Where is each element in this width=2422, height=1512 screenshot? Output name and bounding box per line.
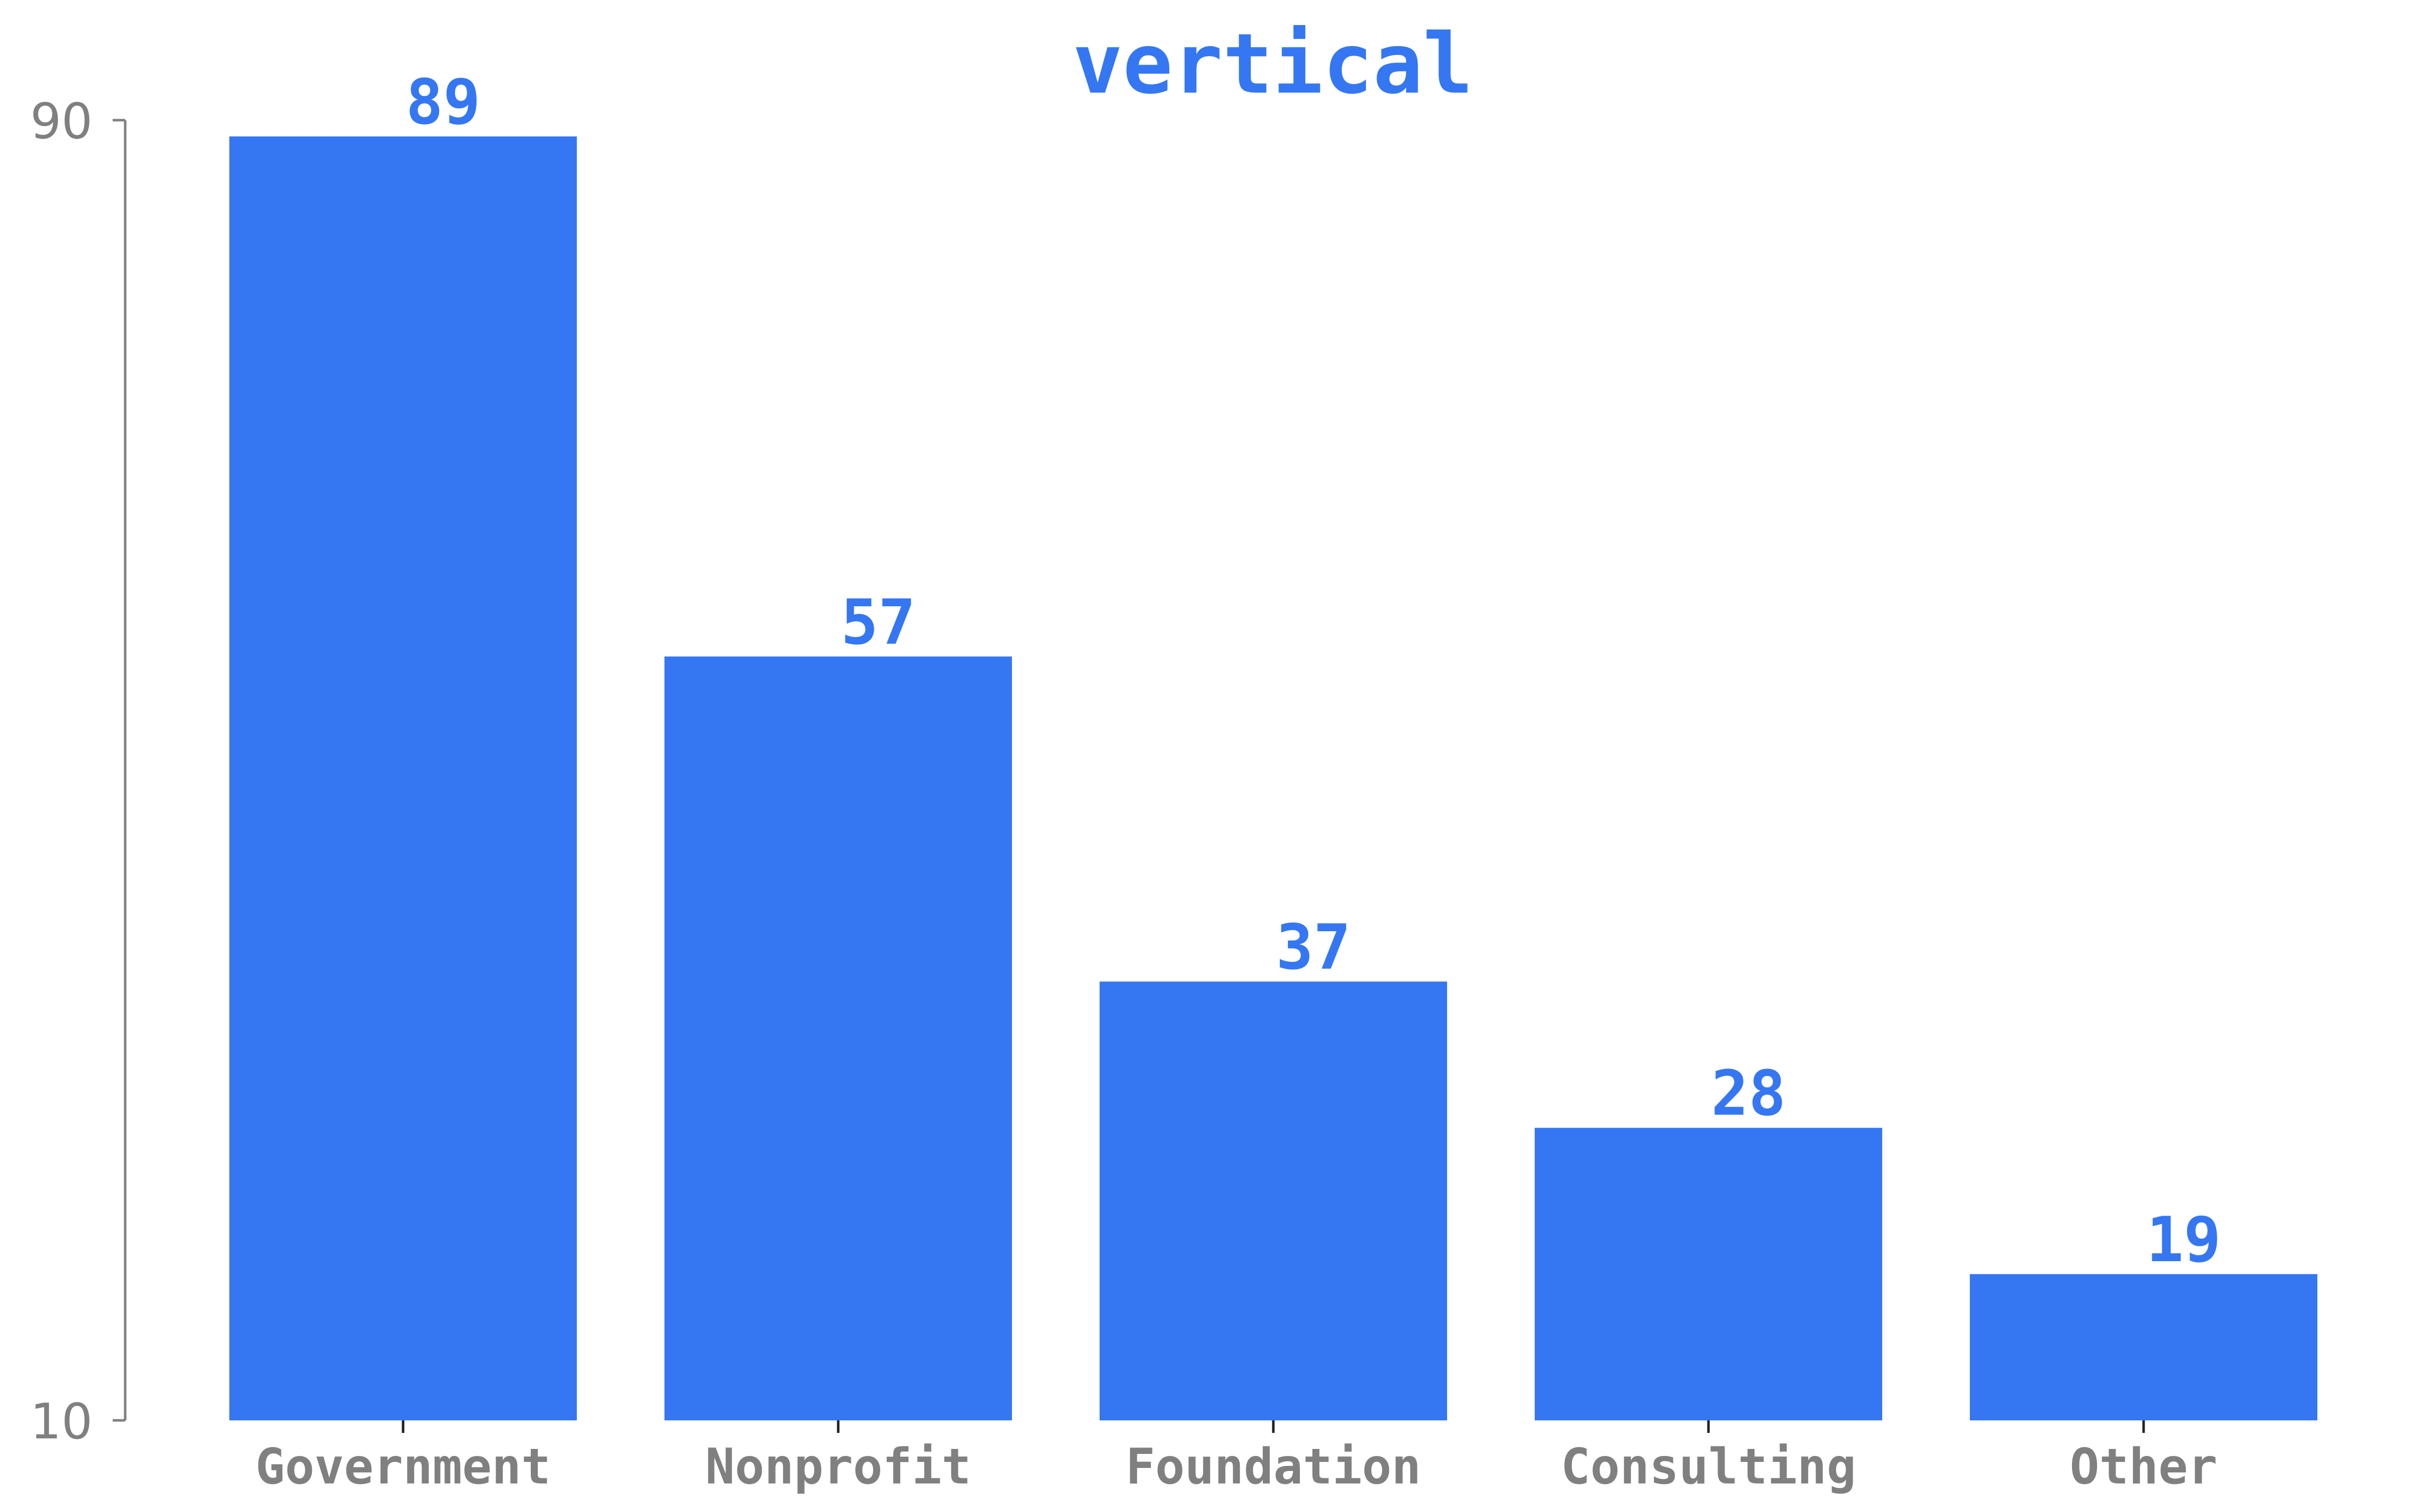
bar-nonprofit <box>664 656 1012 1420</box>
x-axis: Government Nonprofit Foundation Consulting O… <box>255 1420 2218 1495</box>
bar-consulting <box>1535 1127 1882 1420</box>
chart-title: vertical <box>1073 16 1473 113</box>
y-tick-label: 10 <box>30 1393 93 1450</box>
x-tick-label-government: Government <box>255 1438 551 1495</box>
bar-other <box>1970 1274 2317 1420</box>
x-tick-label-consulting: Consulting <box>1561 1438 1856 1495</box>
data-label-other: 19 <box>2146 1204 2221 1276</box>
x-tick-label-other: Other <box>2069 1438 2217 1495</box>
data-label-foundation: 37 <box>1276 912 1350 984</box>
bar-government <box>229 136 577 1421</box>
bars-group: 89 57 37 28 19 <box>229 66 2317 1421</box>
data-label-consulting: 28 <box>1711 1058 1786 1130</box>
data-label-government: 89 <box>406 66 480 138</box>
y-tick-label: 90 <box>30 93 93 150</box>
x-tick-label-nonprofit: Nonprofit <box>705 1438 971 1495</box>
x-tick-label-foundation: Foundation <box>1126 1438 1421 1495</box>
data-label-nonprofit: 57 <box>841 586 915 658</box>
y-axis: 10 90 <box>30 93 127 1450</box>
bar-foundation <box>1100 981 1447 1420</box>
